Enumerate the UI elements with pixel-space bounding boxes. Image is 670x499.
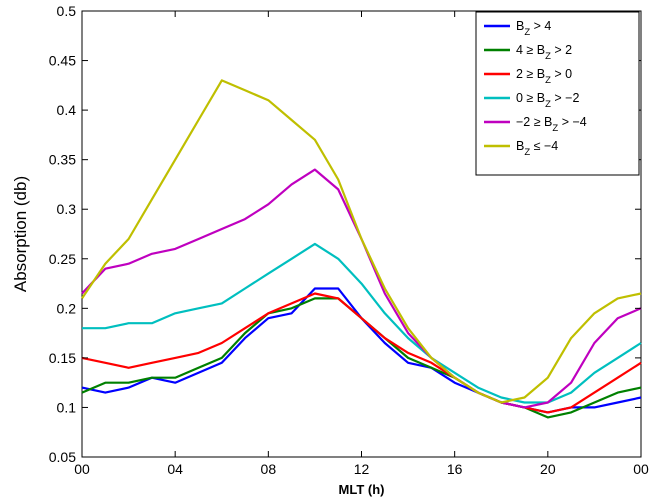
y-tick-label: 0.35	[49, 152, 76, 168]
y-tick-label: 0.5	[57, 3, 77, 19]
series-layer	[81, 79, 642, 419]
legend-label-4: 0 ≥ BZ > −2	[516, 91, 579, 110]
x-tick-label: 04	[167, 461, 183, 477]
legend-label-6: BZ ≤ −4	[516, 139, 558, 158]
series-line-3	[81, 292, 642, 414]
y-tick-label: 0.4	[57, 102, 77, 118]
legend: BZ > 4 4 ≥ BZ > 2 2 ≥ BZ > 0 0 ≥ BZ > −2 −2 …	[475, 11, 640, 176]
y-tick-label: 0.25	[49, 251, 76, 267]
y-tick-label: 0.3	[57, 201, 77, 217]
ticks-layer: 00 04 08 12 16 20 000.050.10.150.20.250.30.350…	[49, 3, 649, 477]
x-tick-label: 08	[261, 461, 277, 477]
legend-label-5: −2 ≥ BZ > −4	[516, 115, 587, 134]
x-tick-label: 16	[447, 461, 463, 477]
legend-box	[475, 11, 640, 176]
legend-label-1: BZ > 4	[516, 19, 551, 38]
series-line-6	[81, 79, 642, 404]
y-axis-label: Absorption (db)	[11, 176, 30, 292]
y-tick-label: 0.45	[49, 53, 76, 69]
legend-label-3: 2 ≥ BZ > 0	[516, 67, 572, 86]
x-tick-label: 00	[74, 461, 90, 477]
y-tick-label: 0.2	[57, 300, 77, 316]
x-tick-label: 00	[633, 461, 649, 477]
y-tick-label: 0.15	[49, 350, 76, 366]
x-tick-label: 12	[354, 461, 370, 477]
y-tick-label: 0.1	[57, 399, 77, 415]
x-axis-label: MLT (h)	[339, 482, 385, 497]
y-tick-label: 0.05	[49, 449, 76, 465]
x-tick-label: 20	[540, 461, 556, 477]
legend-label-2: 4 ≥ BZ > 2	[516, 43, 572, 62]
